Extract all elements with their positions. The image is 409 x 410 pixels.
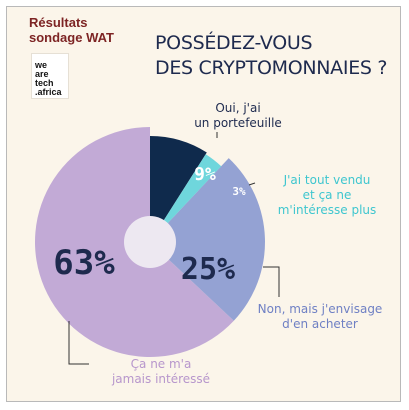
- wearetech-logo: we are tech .africa: [31, 53, 69, 99]
- survey-label: Résultats sondage WAT: [29, 15, 139, 45]
- slice-value-never: 63%: [53, 243, 115, 283]
- slice-label-considering-line2: d'en acheter: [282, 317, 358, 331]
- logo-line-1: we: [35, 60, 48, 70]
- survey-label-line1: Résultats: [29, 15, 88, 30]
- slice-label-sold: J'ai tout vendu et ça ne m'intéresse plu…: [259, 173, 395, 218]
- slice-value-considering: 25%: [181, 252, 235, 287]
- slice-value-wallet: 9%: [194, 164, 216, 185]
- slice-label-wallet: Oui, j'ai un portefeuille: [183, 101, 293, 131]
- leader-lines: [68, 132, 280, 365]
- chart-title-line2: DES CRYPTOMONNAIES ?: [155, 57, 388, 79]
- slice-value-sold: 3%: [232, 185, 246, 198]
- pie-slice-wallet: [150, 136, 207, 242]
- logo-line-4: .africa: [35, 87, 62, 97]
- slice-label-wallet-line1: Oui, j'ai: [215, 101, 261, 115]
- logo-line-2: are: [35, 69, 49, 79]
- slice-label-never-line1: Ça ne m'a: [130, 357, 192, 371]
- pie-slice-considering: [150, 158, 265, 321]
- pie-chart: 9% 3% 25% 63%: [34, 126, 280, 365]
- slice-label-considering-line1: Non, mais j'envisage: [257, 302, 383, 316]
- chart-title-line1: POSSÉDEZ-VOUS: [155, 32, 313, 54]
- pie-slice-sold: [150, 154, 222, 242]
- slice-label-sold-line1: J'ai tout vendu: [283, 173, 371, 187]
- slice-label-sold-line3: m'intéresse plus: [277, 203, 377, 217]
- slice-label-never: Ça ne m'a jamais intéressé: [89, 357, 233, 387]
- chart-title: POSSÉDEZ-VOUS DES CRYPTOMONNAIES ?: [155, 31, 387, 81]
- survey-label-line2: sondage WAT: [29, 30, 114, 45]
- slice-label-sold-line2: et ça ne: [302, 188, 352, 202]
- slice-label-considering: Non, mais j'envisage d'en acheter: [247, 302, 393, 332]
- leader-line-never: [68, 321, 89, 365]
- pie-center-hole: [124, 216, 176, 268]
- slice-label-never-line2: jamais intéressé: [111, 372, 211, 386]
- leader-line-sold: [248, 182, 256, 186]
- infographic-card: Résultats sondage WAT we are tech .afric…: [6, 6, 401, 402]
- logo-line-3: tech: [35, 78, 54, 88]
- leader-line-considering: [263, 266, 280, 297]
- slice-label-wallet-line2: un portefeuille: [194, 116, 282, 130]
